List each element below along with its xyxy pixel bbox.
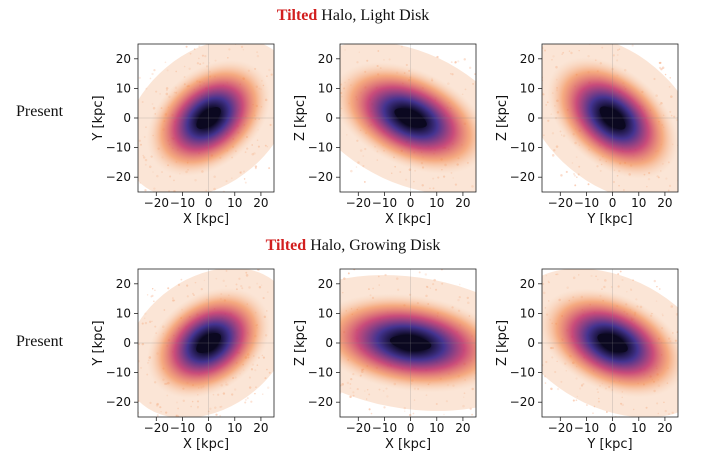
x-tick-label: 20 bbox=[455, 421, 470, 435]
x-tick-label: 0 bbox=[205, 196, 213, 210]
y-tick-label: 10 bbox=[116, 81, 131, 95]
x-tick-label: 0 bbox=[609, 421, 617, 435]
y-tick-label: 20 bbox=[318, 277, 333, 291]
x-tick-label: −20 bbox=[346, 196, 371, 210]
y-tick-label: 0 bbox=[123, 336, 131, 350]
y-tick-label: 20 bbox=[116, 52, 131, 66]
y-tick-label: −10 bbox=[308, 141, 333, 155]
y-tick-label: −20 bbox=[510, 395, 535, 409]
row-1-label: Present bbox=[16, 103, 64, 120]
x-tick-label: −10 bbox=[170, 421, 195, 435]
y-axis-label: Z [kpc] bbox=[293, 320, 308, 366]
y-tick-label: −20 bbox=[106, 170, 131, 184]
x-tick-label: 20 bbox=[253, 421, 268, 435]
x-axis-label: X [kpc] bbox=[385, 212, 431, 227]
x-axis-label: Y [kpc] bbox=[586, 212, 632, 227]
y-tick-label: 0 bbox=[325, 336, 333, 350]
x-tick-label: −20 bbox=[346, 421, 371, 435]
y-tick-label: 20 bbox=[318, 52, 333, 66]
row-2-title-rest: Halo, Growing Disk bbox=[306, 237, 441, 254]
x-tick-label: −20 bbox=[144, 196, 169, 210]
row-1-title: Tilted Halo, Light Disk bbox=[0, 7, 706, 25]
y-tick-label: −20 bbox=[308, 395, 333, 409]
y-axis-label: Z [kpc] bbox=[495, 95, 510, 141]
y-tick-label: 10 bbox=[318, 306, 333, 320]
x-tick-label: −10 bbox=[170, 196, 195, 210]
y-tick-label: 20 bbox=[520, 277, 535, 291]
x-tick-label: −10 bbox=[372, 421, 397, 435]
y-axis-label: Z [kpc] bbox=[495, 320, 510, 366]
y-tick-label: 0 bbox=[123, 111, 131, 125]
row-2-label: Present bbox=[16, 333, 64, 350]
x-tick-label: 10 bbox=[227, 421, 242, 435]
y-tick-label: 20 bbox=[520, 52, 535, 66]
x-tick-label: 20 bbox=[657, 421, 672, 435]
y-tick-label: −10 bbox=[510, 366, 535, 380]
y-axis-label: Y [kpc] bbox=[91, 320, 106, 366]
x-tick-label: 0 bbox=[609, 196, 617, 210]
x-tick-label: −20 bbox=[144, 421, 169, 435]
y-tick-label: 0 bbox=[527, 336, 535, 350]
y-tick-label: 10 bbox=[318, 81, 333, 95]
x-tick-label: −20 bbox=[548, 196, 573, 210]
x-tick-label: 20 bbox=[657, 196, 672, 210]
row-1-title-highlight: Tilted bbox=[276, 7, 318, 24]
y-tick-label: −10 bbox=[106, 366, 131, 380]
y-tick-label: −10 bbox=[106, 141, 131, 155]
y-tick-label: 0 bbox=[527, 111, 535, 125]
x-tick-label: −20 bbox=[548, 421, 573, 435]
x-tick-label: −10 bbox=[372, 196, 397, 210]
row-2-title-highlight: Tilted bbox=[265, 237, 307, 254]
x-tick-label: 10 bbox=[227, 196, 242, 210]
row-1-title-rest: Halo, Light Disk bbox=[317, 7, 430, 24]
y-tick-label: −20 bbox=[106, 395, 131, 409]
x-tick-label: −10 bbox=[574, 196, 599, 210]
y-tick-label: −10 bbox=[510, 141, 535, 155]
x-axis-label: X [kpc] bbox=[183, 437, 229, 452]
x-tick-label: 20 bbox=[253, 196, 268, 210]
x-tick-label: 10 bbox=[429, 196, 444, 210]
x-tick-label: 0 bbox=[205, 421, 213, 435]
y-axis-label: Y [kpc] bbox=[91, 95, 106, 141]
x-tick-label: 0 bbox=[407, 196, 415, 210]
y-tick-label: 20 bbox=[116, 277, 131, 291]
y-tick-label: −20 bbox=[510, 170, 535, 184]
x-tick-label: 20 bbox=[455, 196, 470, 210]
y-tick-label: −20 bbox=[308, 170, 333, 184]
row-2-title: Tilted Halo, Growing Disk bbox=[0, 237, 706, 255]
x-tick-label: −10 bbox=[574, 421, 599, 435]
y-tick-label: 10 bbox=[116, 306, 131, 320]
x-axis-label: X [kpc] bbox=[183, 212, 229, 227]
y-tick-label: 10 bbox=[520, 81, 535, 95]
y-tick-label: 0 bbox=[325, 111, 333, 125]
x-tick-label: 10 bbox=[429, 421, 444, 435]
y-tick-label: −10 bbox=[308, 366, 333, 380]
x-tick-label: 10 bbox=[631, 196, 646, 210]
y-axis-label: Z [kpc] bbox=[293, 95, 308, 141]
x-tick-label: 0 bbox=[407, 421, 415, 435]
x-axis-label: X [kpc] bbox=[385, 437, 431, 452]
x-tick-label: 10 bbox=[631, 421, 646, 435]
x-axis-label: Y [kpc] bbox=[586, 437, 632, 452]
y-tick-label: 10 bbox=[520, 306, 535, 320]
